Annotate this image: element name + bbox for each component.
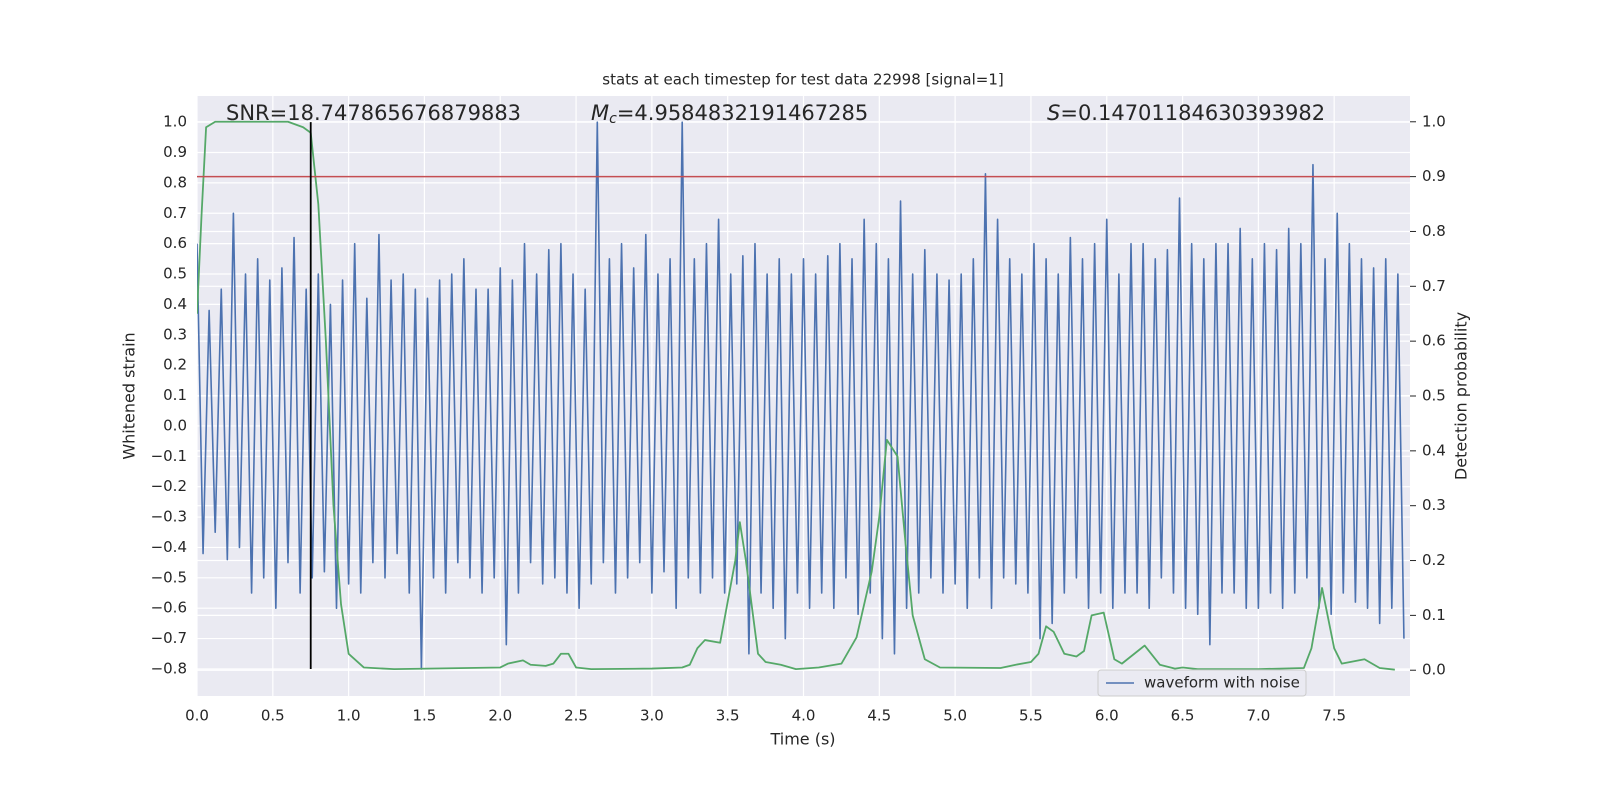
y-tick-label: −0.3: [151, 508, 187, 526]
x-tick-label: 2.5: [564, 707, 588, 725]
y-axis-label: Whitened strain: [120, 332, 139, 459]
annotation-symbol: S: [1047, 101, 1060, 125]
y-tick-label: 0.6: [163, 234, 187, 252]
y2-axis-label: Detection probability: [1452, 312, 1471, 480]
series-line: [197, 121, 1405, 670]
y-tick-label: −0.8: [151, 659, 187, 677]
x-tick-label: 7.0: [1246, 707, 1270, 725]
x-tick-label: 4.5: [867, 707, 891, 725]
annotation-text: =4.9584832191467285: [617, 101, 868, 125]
y2-tick-label: 0.3: [1422, 496, 1446, 514]
series-line: [197, 120, 1395, 671]
y-tick-label: −0.2: [151, 477, 187, 495]
y-tick-label: −0.7: [151, 629, 187, 647]
y-tick-label: −0.1: [151, 447, 187, 465]
annotation-symbol: M: [591, 101, 609, 125]
y2-tick-label: 0.0: [1422, 661, 1446, 679]
y-tick-label: −0.6: [151, 599, 187, 617]
y2-tick-label: 0.2: [1422, 551, 1446, 569]
x-tick-label: 7.5: [1322, 707, 1346, 725]
x-tick-label: 4.0: [792, 707, 816, 725]
chart-title: stats at each timestep for test data 229…: [602, 71, 1003, 89]
y-tick-label: 0.1: [163, 386, 187, 404]
y-tick-label: 0.3: [163, 325, 187, 343]
x-tick-label: 1.0: [337, 707, 361, 725]
x-tick-label: 3.5: [716, 707, 740, 725]
y-tick-label: 0.2: [163, 356, 187, 374]
x-axis-label: Time (s): [769, 730, 835, 749]
x-tick-label: 6.5: [1171, 707, 1195, 725]
annotation-subscript: c: [609, 111, 617, 127]
x-tick-label: 2.0: [488, 707, 512, 725]
y2-tick-label: 0.6: [1422, 332, 1446, 350]
x-tick-label: 0.0: [185, 707, 209, 725]
y2-tick-label: 0.4: [1422, 441, 1446, 459]
y-tick-label: 0.0: [163, 416, 187, 434]
x-tick-label: 6.0: [1095, 707, 1119, 725]
x-tick-label: 0.5: [261, 707, 285, 725]
y-tick-label: −0.5: [151, 568, 187, 586]
y-tick-label: 0.4: [163, 295, 187, 313]
y-tick-label: 0.5: [163, 265, 187, 283]
annotation: SNR=18.747865676879883: [226, 101, 521, 125]
y-tick-label: 0.7: [163, 204, 187, 222]
y-tick-label: 1.0: [163, 113, 187, 131]
y-tick-label: 0.8: [163, 173, 187, 191]
x-tick-label: 5.5: [1019, 707, 1043, 725]
y2-tick-label: 0.1: [1422, 606, 1446, 624]
y2-tick-label: 1.0: [1422, 112, 1446, 130]
annotation: S=0.14701184630393982: [1047, 101, 1325, 125]
y2-tick-label: 0.9: [1422, 167, 1446, 185]
legend-label: waveform with noise: [1144, 674, 1300, 692]
y2-tick-label: 0.5: [1422, 387, 1446, 405]
y-tick-label: 0.9: [163, 143, 187, 161]
x-tick-label: 5.0: [943, 707, 967, 725]
y-tick-label: −0.4: [151, 538, 187, 556]
annotation: Mc=4.9584832191467285: [591, 101, 868, 127]
legend-box: [1097, 669, 1307, 697]
annotation-text: =0.14701184630393982: [1060, 101, 1325, 125]
x-tick-label: 1.5: [413, 707, 437, 725]
y2-tick-label: 0.8: [1422, 222, 1446, 240]
annotation-text: SNR=18.747865676879883: [226, 101, 521, 125]
y2-tick-label: 0.7: [1422, 277, 1446, 295]
x-tick-label: 3.0: [640, 707, 664, 725]
